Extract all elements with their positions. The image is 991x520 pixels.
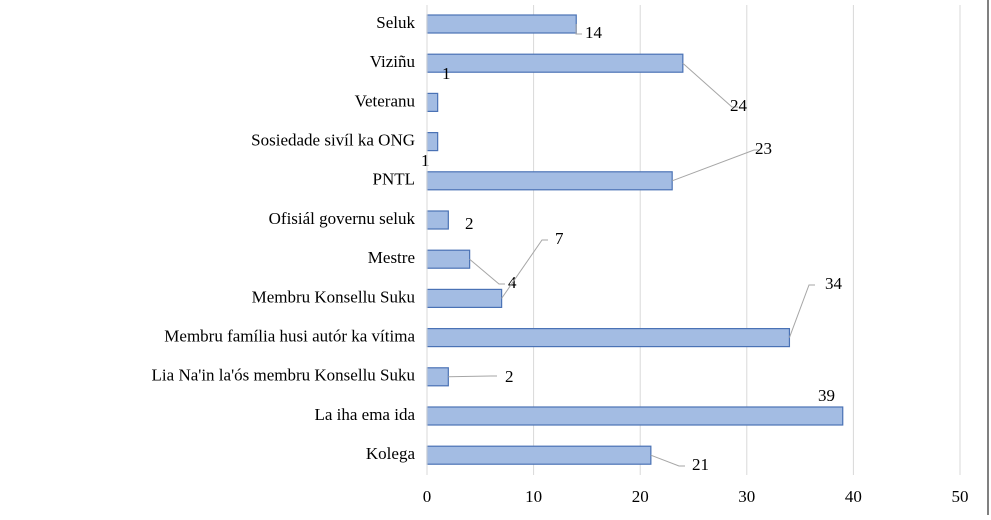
bar	[426, 288, 503, 308]
leader-line	[650, 454, 685, 467]
data-label: 7	[555, 229, 564, 248]
y-tick-label: Mestre	[368, 248, 415, 267]
leader-line	[575, 23, 582, 35]
bar	[426, 171, 673, 191]
y-tick-label: La iha ema ida	[314, 405, 415, 424]
leader-line	[469, 258, 505, 285]
leader-line	[788, 284, 815, 338]
leader-line	[501, 239, 548, 299]
leader-line	[672, 149, 760, 182]
data-label: 21	[692, 455, 709, 474]
leader-line	[448, 375, 497, 378]
bar	[426, 210, 449, 230]
bar	[426, 92, 439, 113]
y-tick-label: Viziñu	[370, 52, 416, 71]
y-tick-label: Sosiedade sivíl ka ONG	[251, 131, 415, 150]
data-label: 39	[818, 386, 835, 405]
bar	[426, 445, 652, 465]
data-label: 2	[505, 367, 514, 386]
x-tick-label: 20	[632, 487, 649, 506]
y-tick-label: Veteranu	[355, 91, 416, 110]
bar	[426, 367, 449, 387]
y-tick-label: Lia Na'in la'ós membru Konsellu Suku	[152, 366, 416, 385]
data-label: 1	[421, 151, 430, 170]
x-tick-label: 30	[738, 487, 755, 506]
bar	[426, 249, 471, 269]
x-tick-label: 40	[845, 487, 862, 506]
y-tick-label: Ofisiál governu seluk	[269, 209, 416, 228]
bar	[426, 14, 577, 34]
bar	[426, 406, 844, 426]
y-tick-label: PNTL	[373, 170, 416, 189]
y-tick-label: Membru Konsellu Suku	[252, 287, 416, 306]
y-tick-label: Membru família husi autór ka vítima	[164, 327, 415, 346]
data-label: 24	[730, 96, 748, 115]
x-tick-label: 10	[525, 487, 542, 506]
bar	[426, 328, 791, 348]
data-label: 14	[585, 23, 603, 42]
y-tick-label: Kolega	[366, 444, 416, 463]
leader-line	[682, 62, 738, 108]
x-tick-label: 50	[952, 487, 969, 506]
data-label: 1	[442, 64, 451, 83]
data-label: 23	[755, 139, 772, 158]
x-tick-label: 0	[423, 487, 432, 506]
bar	[426, 53, 684, 73]
data-label: 2	[465, 214, 474, 233]
data-label: 34	[825, 274, 843, 293]
bar	[426, 132, 439, 152]
y-tick-label: Seluk	[376, 13, 415, 32]
